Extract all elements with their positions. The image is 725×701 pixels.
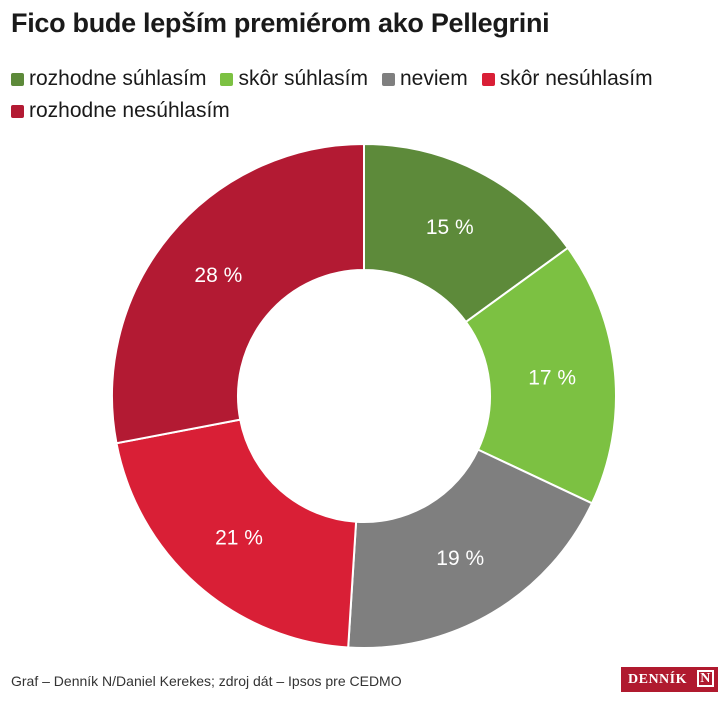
donut-slice bbox=[464, 246, 617, 505]
legend-item: skôr nesúhlasím bbox=[481, 66, 653, 92]
legend-item: neviem bbox=[381, 66, 468, 92]
source-credit: Graf – Denník N/Daniel Kerekes; zdroj dá… bbox=[11, 673, 402, 689]
legend-swatch bbox=[11, 72, 24, 86]
chart-title: Fico bude lepším premiérom ako Pellegrin… bbox=[11, 8, 550, 38]
legend-label: skôr nesúhlasím bbox=[499, 67, 653, 90]
donut-slice bbox=[347, 448, 594, 649]
legend-swatch bbox=[381, 72, 395, 86]
legend-swatch bbox=[220, 72, 234, 86]
slice-value-label: 19 % bbox=[436, 547, 484, 570]
legend-label: neviem bbox=[399, 67, 468, 90]
legend-label: skôr súhlasím bbox=[238, 67, 368, 90]
slice-value-label: 28 % bbox=[194, 264, 242, 287]
donut-slice bbox=[363, 142, 570, 324]
legend-swatch bbox=[481, 72, 495, 86]
chart-legend: rozhodne súhlasím skôr súhlasím neviem skôr… bbox=[11, 66, 711, 124]
legend-item: rozhodne súhlasím bbox=[11, 66, 206, 92]
slice-value-label: 21 % bbox=[215, 526, 263, 549]
donut-slice bbox=[115, 418, 358, 649]
legend-swatch bbox=[11, 104, 24, 118]
legend-label: rozhodne nesúhlasím bbox=[29, 99, 230, 122]
dennik-n-logo: DENNÍK N bbox=[621, 667, 718, 692]
logo-n-mark: N bbox=[697, 670, 714, 687]
logo-text: DENNÍK bbox=[628, 671, 688, 687]
legend-item: skôr súhlasím bbox=[220, 66, 368, 92]
legend-label: rozhodne súhlasím bbox=[29, 67, 207, 90]
slice-value-label: 15 % bbox=[426, 216, 474, 239]
slice-value-label: 17 % bbox=[528, 367, 576, 390]
donut-slice bbox=[111, 142, 365, 445]
legend-item: rozhodne nesúhlasím bbox=[11, 98, 230, 124]
